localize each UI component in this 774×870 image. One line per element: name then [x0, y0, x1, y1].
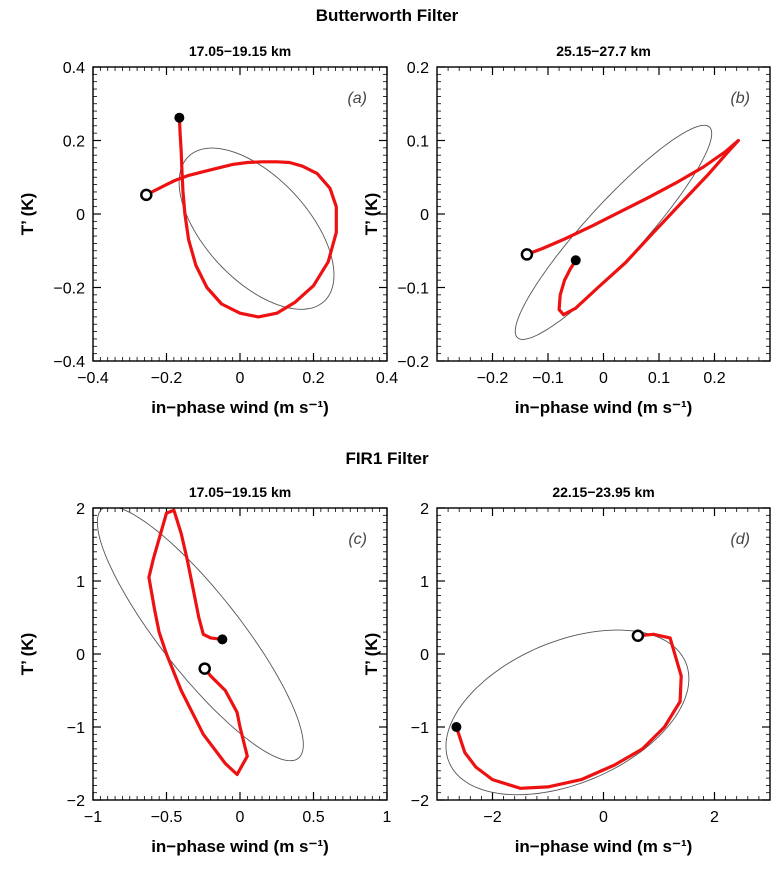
x-tick-label: −0.5 [151, 809, 183, 826]
fitted-ellipse-line [96, 508, 304, 762]
panel-a-frame [92, 66, 388, 362]
y-tick-label: −0.1 [397, 281, 429, 298]
x-tick-label: −0.2 [477, 370, 509, 387]
panel-b-letter: (b) [730, 90, 750, 107]
hodograph-line [144, 116, 338, 319]
end-marker-open [520, 248, 534, 261]
x-tick-label: −0.1 [532, 370, 564, 387]
end-marker-open [140, 188, 153, 202]
panel-c-minor-ticks [92, 507, 388, 801]
panel-d-plot-area [445, 629, 690, 796]
panel-d: 22.15−23.95 km −2 0 2 −2 −1 0 1 2 (d) in−phase win… [362, 484, 771, 856]
fitted-ellipse-line [445, 629, 690, 796]
section-title-fir1: FIR1 Filter [345, 449, 429, 468]
panel-b-plot-area [514, 124, 741, 340]
x-tick-label: 0.1 [648, 370, 670, 387]
y-axis-label: T’ (K) [18, 193, 37, 236]
panel-b-frame [436, 66, 771, 362]
y-tick-label: 1 [420, 574, 429, 591]
x-tick-label: 1 [383, 809, 392, 826]
panel-c-subtitle: 17.05−19.15 km [189, 484, 291, 500]
x-tick-label: 0 [236, 809, 245, 826]
panel-b-minor-ticks [436, 66, 771, 362]
x-tick-label: 0.4 [376, 370, 398, 387]
x-axis-label: in−phase wind (m s⁻¹) [151, 837, 329, 856]
panel-b-subtitle: 25.15−27.7 km [556, 43, 651, 59]
y-tick-label: 0.2 [63, 134, 85, 151]
y-tick-label: 0.4 [63, 60, 85, 77]
hodograph-line [147, 508, 249, 777]
panel-b: 25.15−27.7 km −0.2 −0.1 0 0.1 0.2 −0.2 −0.1 0 0.1… [362, 43, 771, 417]
hodograph-line [525, 138, 741, 317]
y-tick-label: −0.2 [397, 354, 429, 371]
x-tick-label: 0.2 [703, 370, 725, 387]
y-axis-label: T’ (K) [18, 633, 37, 676]
y-tick-label: 0 [76, 207, 85, 224]
panel-c-plot-area [96, 508, 304, 777]
y-tick-label: 2 [76, 501, 85, 518]
y-tick-label: 0 [420, 207, 429, 224]
panel-d-minor-ticks [436, 507, 771, 801]
y-tick-label: 2 [420, 501, 429, 518]
hodograph-line [454, 632, 683, 790]
x-tick-label: −0.2 [151, 370, 183, 387]
panel-c-frame [92, 507, 388, 801]
section-title-butterworth: Butterworth Filter [315, 6, 459, 25]
panel-d-frame [436, 507, 771, 801]
x-tick-label: 0.5 [302, 809, 324, 826]
y-tick-label: 0.1 [407, 134, 429, 151]
start-marker-filled [570, 255, 581, 266]
y-tick-label: 0 [420, 647, 429, 664]
fitted-ellipse-line [514, 124, 713, 340]
x-tick-label: 0.2 [302, 370, 324, 387]
panel-a-subtitle: 17.05−19.15 km [189, 43, 291, 59]
x-tick-label: −2 [483, 809, 501, 826]
y-tick-label: −0.2 [53, 281, 85, 298]
x-tick-label: 0 [599, 809, 608, 826]
start-marker-filled [174, 112, 185, 123]
y-axis-label: T’ (K) [362, 633, 381, 676]
y-tick-label: −1 [411, 720, 429, 737]
y-tick-label: −0.4 [53, 354, 85, 371]
x-axis-label: in−phase wind (m s⁻¹) [515, 398, 693, 417]
y-tick-label: −2 [67, 793, 85, 810]
y-tick-label: 1 [76, 574, 85, 591]
y-tick-label: −1 [67, 720, 85, 737]
x-tick-label: −1 [84, 809, 102, 826]
x-tick-label: −0.4 [77, 370, 109, 387]
x-tick-label: 0 [236, 370, 245, 387]
panel-a-minor-ticks [92, 66, 388, 362]
start-marker-filled [217, 634, 228, 645]
panel-a-letter: (a) [347, 90, 367, 107]
panel-d-letter: (d) [730, 531, 750, 548]
x-axis-label: in−phase wind (m s⁻¹) [151, 398, 329, 417]
y-tick-label: 0 [76, 647, 85, 664]
x-tick-label: 0 [599, 370, 608, 387]
start-marker-filled [451, 722, 462, 732]
panel-c-letter: (c) [348, 531, 367, 548]
panel-c: 17.05−19.15 km−1 −0.5 0 0.5 1−2−1012(c)in−ph… [18, 484, 392, 856]
y-tick-label: −2 [411, 793, 429, 810]
fitted-ellipse-line [178, 147, 335, 310]
panel-a: 17.05−19.15 km −0.4 −0.2 0 0.2 0.4 −0.4 −0.2 0 0.… [18, 43, 398, 417]
x-axis-label: in−phase wind (m s⁻¹) [515, 837, 693, 856]
end-marker-open [198, 662, 211, 675]
panel-a-plot-area [144, 116, 338, 319]
y-tick-label: 0.2 [407, 60, 429, 77]
end-marker-open [631, 629, 645, 642]
panel-d-subtitle: 22.15−23.95 km [552, 484, 654, 500]
x-tick-label: 2 [710, 809, 719, 826]
y-axis-label: T’ (K) [362, 193, 381, 236]
